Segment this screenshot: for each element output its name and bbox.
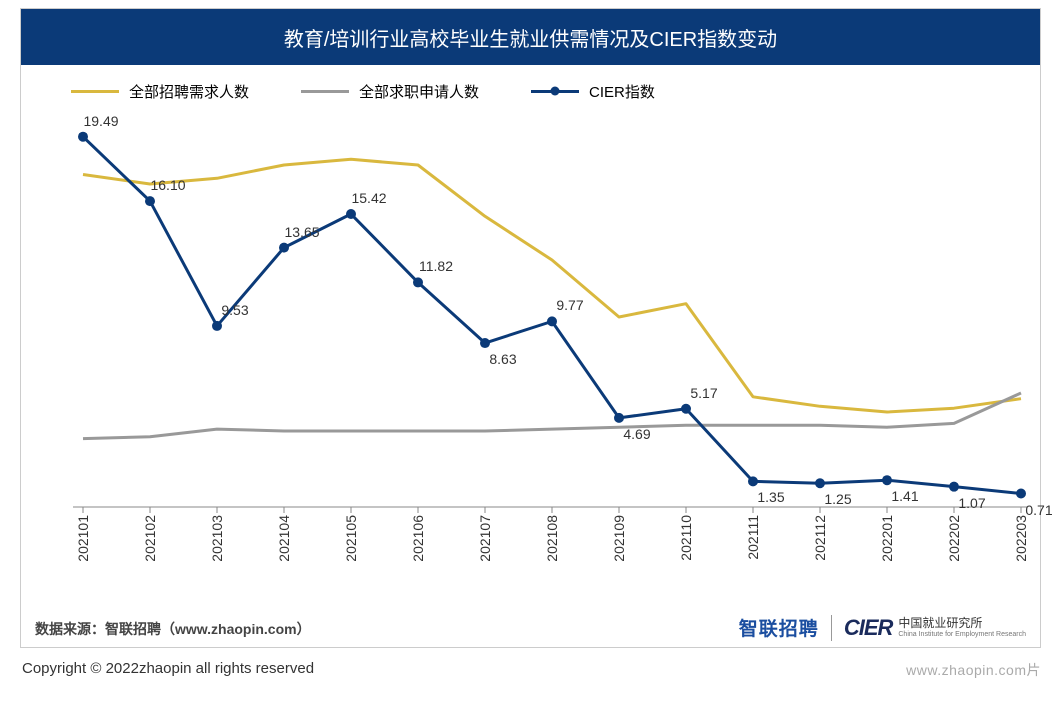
data-label: 15.42 [351, 190, 386, 206]
marker-cier [949, 482, 959, 492]
marker-cier [413, 277, 423, 287]
marker-cier [748, 476, 758, 486]
marker-cier [480, 338, 490, 348]
marker-cier [815, 478, 825, 488]
data-label: 16.10 [150, 177, 185, 193]
x-axis-label: 202106 [410, 515, 426, 562]
chart-title-text: 教育/培训行业高校毕业生就业供需情况及CIER指数变动 [284, 23, 777, 52]
x-axis-label: 202108 [544, 515, 560, 562]
marker-cier [346, 209, 356, 219]
legend-label: 全部求职申请人数 [359, 81, 479, 102]
data-label: 0.71 [1025, 502, 1052, 518]
brand-zhilian-logo: 智联招聘 [739, 614, 819, 641]
x-axis-label: 202102 [142, 515, 158, 562]
legend-swatch [531, 90, 579, 93]
data-label: 11.82 [419, 258, 453, 274]
x-axis-label: 202104 [276, 515, 292, 562]
x-axis-label: 202107 [477, 515, 493, 562]
legend: 全部招聘需求人数 全部求职申请人数 CIER指数 [21, 65, 1040, 117]
brand-block: 智联招聘 CIER 中国就业研究所 China Institute for Em… [739, 614, 1026, 641]
legend-item-0: 全部招聘需求人数 [71, 81, 249, 102]
data-label: 1.25 [824, 491, 851, 507]
data-label: 1.41 [891, 488, 918, 504]
legend-item-1: 全部求职申请人数 [301, 81, 479, 102]
copyright-text: Copyright © 2022zhaopin all rights reser… [22, 660, 314, 677]
chart-frame: 教育/培训行业高校毕业生就业供需情况及CIER指数变动 全部招聘需求人数 全部求职… [20, 8, 1041, 648]
legend-item-2: CIER指数 [531, 81, 655, 102]
marker-cier [145, 196, 155, 206]
brand-cier-logo: CIER 中国就业研究所 China Institute for Employm… [844, 615, 1026, 641]
data-label: 1.35 [757, 489, 784, 505]
cier-mark: CIER [844, 615, 893, 641]
x-axis-label: 202202 [946, 515, 962, 562]
chart-title: 教育/培训行业高校毕业生就业供需情况及CIER指数变动 [21, 9, 1040, 65]
series-demand [83, 159, 1021, 412]
marker-cier [681, 404, 691, 414]
marker-cier [78, 132, 88, 142]
marker-cier [614, 413, 624, 423]
cier-cn: 中国就业研究所 [898, 617, 1026, 630]
cier-en: China Institute for Employment Research [898, 631, 1026, 638]
cier-text: 中国就业研究所 China Institute for Employment R… [898, 617, 1026, 637]
data-label: 4.69 [623, 426, 650, 442]
x-axis-label: 202110 [678, 515, 694, 561]
data-label: 8.63 [489, 351, 516, 367]
x-axis-label: 202203 [1013, 515, 1029, 562]
x-axis-label: 202201 [879, 515, 895, 562]
data-label: 5.17 [690, 385, 717, 401]
chart-area: 19.4916.109.5313.6515.4211.828.639.774.6… [21, 117, 1040, 607]
x-axis-label: 202103 [209, 515, 225, 562]
data-label: 9.53 [221, 302, 248, 318]
data-label: 1.07 [958, 495, 985, 511]
watermark-text: www.zhaopin.com片 [906, 660, 1041, 680]
legend-swatch [71, 90, 119, 93]
marker-cier [279, 243, 289, 253]
data-label: 19.49 [83, 113, 118, 129]
marker-cier [882, 475, 892, 485]
legend-marker-icon [551, 87, 560, 96]
x-axis-label: 202101 [75, 515, 91, 562]
legend-label: 全部招聘需求人数 [129, 81, 249, 102]
legend-label: CIER指数 [589, 81, 655, 102]
marker-cier [212, 321, 222, 331]
series-apply [83, 393, 1021, 439]
x-axis-label: 202109 [611, 515, 627, 562]
data-label: 9.77 [556, 297, 583, 313]
marker-cier [1016, 489, 1026, 499]
data-source: 数据来源：智联招聘（www.zhaopin.com） [35, 619, 311, 639]
x-axis-label: 202105 [343, 515, 359, 562]
marker-cier [547, 316, 557, 326]
data-label: 13.65 [284, 224, 319, 240]
x-axis-label: 202111 [745, 515, 761, 560]
brand-separator [831, 615, 832, 641]
x-axis-label: 202112 [812, 515, 828, 561]
legend-swatch [301, 90, 349, 93]
